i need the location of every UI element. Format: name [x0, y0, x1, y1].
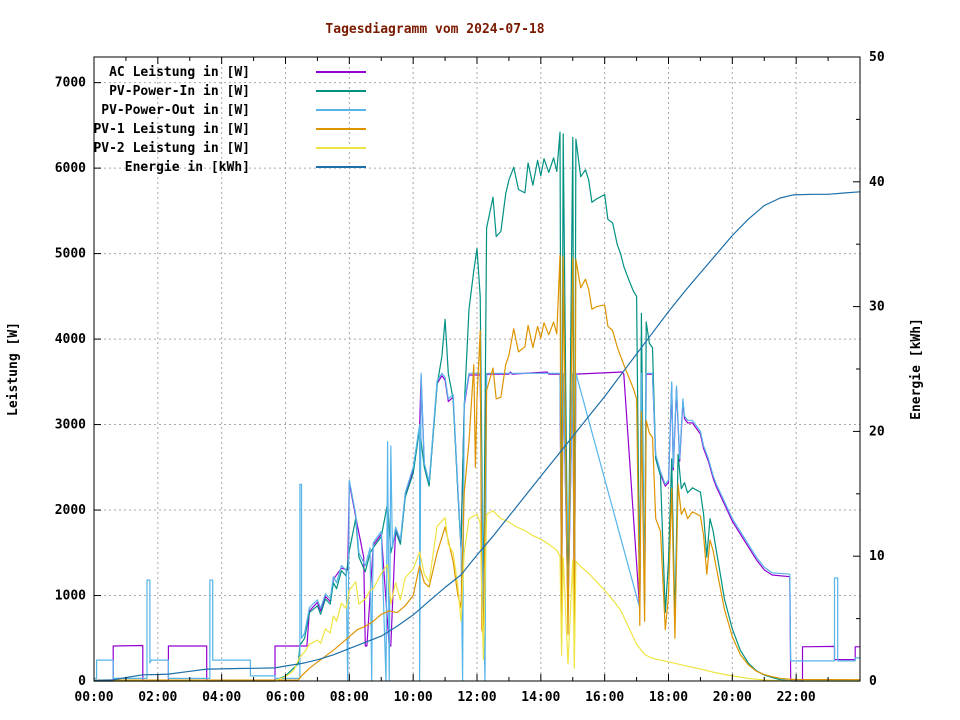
- series-line-pv-power-out-in-w: [94, 372, 860, 682]
- x-tick-label: 16:00: [585, 690, 624, 705]
- tick-labels: 00:00 02:00 04:00 06:00 08:00 10:00 12:00 14:00…: [55, 50, 885, 705]
- y2-tick-label: 0: [869, 674, 877, 689]
- series-line-pv-power-in-in-w: [94, 131, 860, 682]
- x-tick-label: 04:00: [202, 690, 241, 705]
- y-tick-label: 5000: [55, 247, 86, 262]
- x-tick-label: 08:00: [330, 690, 369, 705]
- y-tick-label: 4000: [55, 332, 86, 347]
- legend-label-pv-power-out-in-w: PV-Power-Out in [W]: [101, 103, 250, 118]
- y-tick-label: 0: [78, 674, 86, 689]
- grid-lines: [94, 57, 860, 681]
- y-tick-label: 1000: [55, 589, 86, 604]
- legend: AC Leistung in [W] PV-Power-In in [W] PV-P…: [93, 65, 366, 175]
- y-tick-label: 3000: [55, 418, 86, 433]
- x-tick-label: 00:00: [74, 690, 113, 705]
- x-tick-label: 02:00: [138, 690, 177, 705]
- x-tick-label: 06:00: [266, 690, 305, 705]
- axis-ticks: [93, 56, 861, 682]
- legend-label-pv-power-in-in-w: PV-Power-In in [W]: [109, 84, 250, 99]
- y2-tick-label: 40: [869, 175, 885, 190]
- x-tick-label: 22:00: [777, 690, 816, 705]
- chart-title: Tagesdiagramm vom 2024-07-18: [325, 22, 544, 37]
- y2-axis-title: Energie [kWh]: [909, 318, 924, 420]
- legend-label-pv-1-leistung-in-w: PV-1 Leistung in [W]: [93, 122, 250, 137]
- series-line-pv-2-leistung-in-w: [94, 510, 860, 682]
- y-axis-title: Leistung [W]: [6, 322, 21, 416]
- legend-label-pv-2-leistung-in-w: PV-2 Leistung in [W]: [93, 141, 250, 156]
- legend-label-energie-in-kwh: Energie in [kWh]: [125, 160, 250, 175]
- y2-tick-label: 50: [869, 50, 885, 65]
- x-tick-label: 14:00: [521, 690, 560, 705]
- x-tick-label: 10:00: [394, 690, 433, 705]
- y2-tick-label: 30: [869, 300, 885, 315]
- y-tick-label: 2000: [55, 503, 86, 518]
- y2-tick-label: 10: [869, 549, 885, 564]
- legend-label-ac-leistung-in-w: AC Leistung in [W]: [109, 65, 250, 80]
- y-tick-label: 7000: [55, 76, 86, 91]
- x-tick-label: 20:00: [713, 690, 752, 705]
- y2-tick-label: 20: [869, 424, 885, 439]
- x-tick-label: 12:00: [457, 690, 496, 705]
- series-lines: [93, 131, 861, 682]
- series-line-energie-in-kwh: [93, 191, 861, 681]
- y-tick-label: 6000: [55, 161, 86, 176]
- x-tick-label: 18:00: [649, 690, 688, 705]
